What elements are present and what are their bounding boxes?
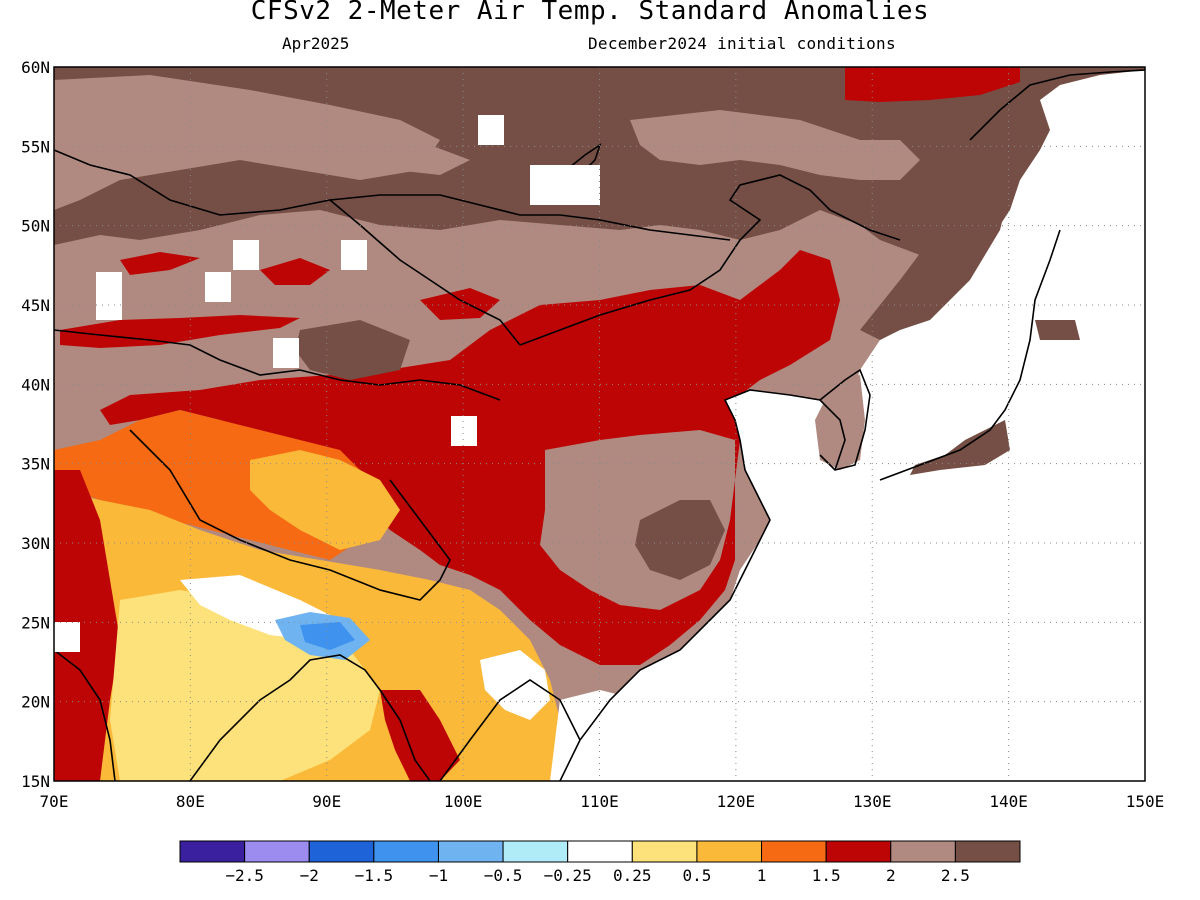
anomaly-shading xyxy=(54,67,1145,781)
border-india-coast xyxy=(54,649,116,781)
lat-tick-label: 60N xyxy=(21,58,50,77)
anomaly-region-light-patch xyxy=(54,75,440,210)
lat-tick-label: 45N xyxy=(21,296,50,315)
nodata-box xyxy=(530,165,600,205)
border-india-east xyxy=(189,654,431,781)
colorbar-label: −0.5 xyxy=(484,866,523,885)
lon-tick-label: 90E xyxy=(312,792,341,811)
nodata-box xyxy=(341,240,367,270)
colorbar-label: −1.5 xyxy=(355,866,394,885)
anomaly-region-manchuria xyxy=(860,85,1040,340)
anomaly-region-light-patch xyxy=(630,110,920,180)
map-grid xyxy=(54,67,1145,781)
lat-tick-label: 50N xyxy=(21,217,50,236)
lon-tick-label: 130E xyxy=(853,792,892,811)
map-frame xyxy=(53,66,1146,782)
colorbar-legend: −2.5 −2 −1.5 −1 −0.5 −0.25 0.25 0.5 1 1.5 2 2.5 xyxy=(179,840,1021,885)
target-month-label: Apr2025 xyxy=(282,34,350,53)
coastline-korea xyxy=(819,368,871,471)
lon-tick-label: 80E xyxy=(176,792,205,811)
colorbar-label: −1 xyxy=(429,866,448,885)
anomaly-region-hokkaido xyxy=(1035,320,1080,340)
nodata-box xyxy=(96,272,122,320)
colorbar-label: 2.5 xyxy=(941,866,970,885)
lat-tick-label: 55N xyxy=(21,137,50,156)
lat-tick-label: 35N xyxy=(21,455,50,474)
colorbar-swatch xyxy=(954,840,1021,863)
anomaly-region-light-patch xyxy=(380,145,470,175)
anomaly-region-red-burma xyxy=(380,690,460,781)
colorbar-label: 1.5 xyxy=(812,866,841,885)
lat-tick-label: 40N xyxy=(21,375,50,394)
map-title: CFSv2 2-Meter Air Temp. Standard Anomali… xyxy=(250,0,930,26)
colorbar-swatch xyxy=(244,840,310,863)
lat-tick-label: 15N xyxy=(21,772,50,791)
nodata-box xyxy=(273,338,299,368)
nodata-box xyxy=(233,240,259,270)
colorbar-label: 0.5 xyxy=(682,866,711,885)
nodata-box xyxy=(478,115,504,145)
colorbar-label: 2 xyxy=(886,866,896,885)
coastline-russia-pacific xyxy=(969,69,1145,141)
anomaly-region-red-kaz xyxy=(260,258,330,285)
colorbar-swatch xyxy=(502,840,569,863)
axis-ticks: 15N 20N 25N 30N 35N 40N 45N 50N 55N 60N 70E 80E 90E 1… xyxy=(21,58,1164,811)
coastlines xyxy=(54,69,1145,781)
colorbar-swatch xyxy=(696,840,763,863)
coastline-japan xyxy=(879,229,1061,481)
colorbar-swatch xyxy=(567,840,633,863)
border-central-asia xyxy=(54,329,501,401)
colorbar-swatch xyxy=(373,840,439,863)
colorbar-label: −2.5 xyxy=(225,866,264,885)
anomaly-region-red-kaz xyxy=(120,252,200,275)
anomaly-region-yellow-tibet xyxy=(250,450,400,550)
colorbar-swatch xyxy=(308,840,375,863)
colorbar-label: 1 xyxy=(757,866,767,885)
initial-conditions-label: December2024 initial conditions xyxy=(588,34,896,53)
colorbar-swatch xyxy=(437,840,504,863)
lon-tick-label: 100E xyxy=(444,792,483,811)
lat-tick-label: 20N xyxy=(21,693,50,712)
anomaly-region-red-indocina xyxy=(54,470,120,781)
anomaly-region-red-north xyxy=(845,67,1020,102)
border-russia-mongolia xyxy=(329,194,731,241)
colorbar-swatch xyxy=(631,840,698,863)
lat-tick-label: 30N xyxy=(21,534,50,553)
colorbar-swatch xyxy=(890,840,956,863)
anomaly-region-red-kaz xyxy=(60,315,300,348)
lat-tick-label: 25N xyxy=(21,613,50,632)
anomaly-region-dark-central xyxy=(635,500,725,580)
lon-tick-label: 140E xyxy=(989,792,1028,811)
colorbar-swatch xyxy=(825,840,892,863)
anomaly-region-red-mongolia xyxy=(420,288,500,320)
nodata-box xyxy=(205,272,231,302)
coastline-china-east xyxy=(559,389,846,781)
ocean-mask-south xyxy=(550,690,640,781)
colorbar-label: −2 xyxy=(300,866,319,885)
lon-tick-label: 70E xyxy=(40,792,69,811)
nodata-box xyxy=(54,622,80,652)
lon-tick-label: 150E xyxy=(1126,792,1165,811)
nodata-boxes xyxy=(54,115,600,652)
colorbar-swatch xyxy=(761,840,827,863)
nodata-box xyxy=(451,416,477,446)
lon-tick-label: 120E xyxy=(717,792,756,811)
border-indochina xyxy=(439,679,581,781)
anomaly-region-dark-kaz xyxy=(295,320,410,380)
lon-tick-label: 110E xyxy=(580,792,619,811)
colorbar-label: −0.25 xyxy=(544,866,592,885)
border-china-mongolia xyxy=(519,174,901,346)
border-kazakh xyxy=(54,149,521,346)
colorbar-label: 0.25 xyxy=(613,866,652,885)
anomaly-region-blue-core xyxy=(300,622,355,650)
border-china-himalaya xyxy=(129,429,451,601)
colorbar-swatch xyxy=(179,840,246,863)
